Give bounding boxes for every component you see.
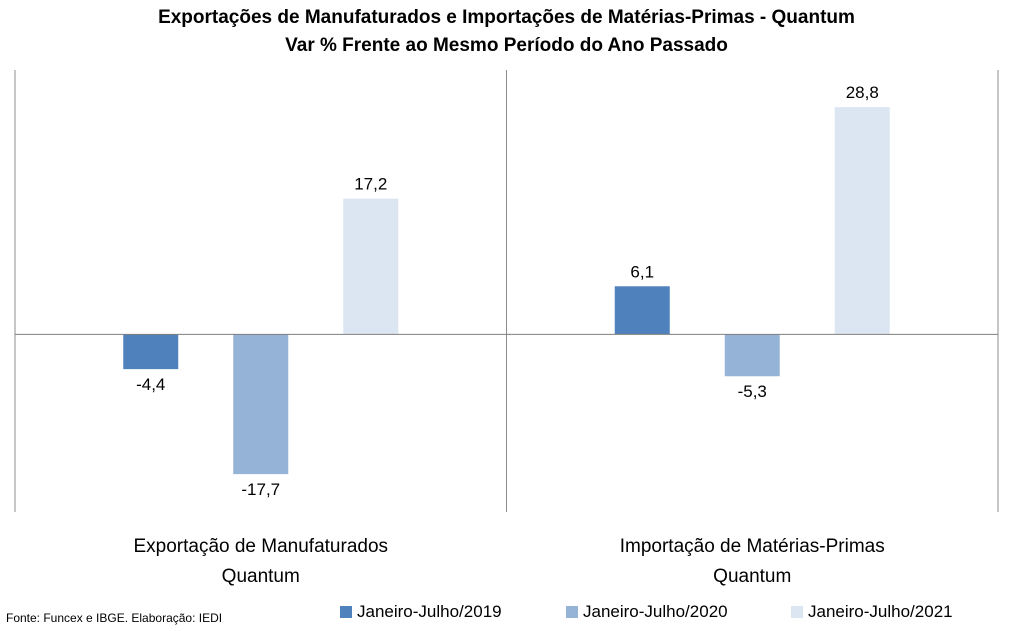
bar-3-1	[343, 198, 399, 335]
legend-swatch	[566, 606, 578, 618]
legend-item-2019: Janeiro-Julho/2019	[340, 601, 502, 623]
data-label: -4,4	[136, 375, 165, 394]
legend-label: Janeiro-Julho/2021	[808, 602, 953, 621]
bar-1-2	[614, 286, 670, 335]
data-label: 17,2	[354, 175, 387, 194]
bar-3-2	[834, 107, 890, 335]
bar-1-1	[123, 334, 179, 370]
legend-swatch	[340, 606, 352, 618]
category-label: Quantum	[222, 566, 300, 587]
legend-swatch	[791, 606, 803, 618]
data-label: -17,7	[241, 480, 280, 499]
category-label: Exportação de Manufaturados	[133, 536, 388, 557]
category-label: Quantum	[713, 566, 791, 587]
data-label: -5,3	[738, 382, 767, 401]
bar-2-1	[233, 334, 289, 475]
legend-item-2021: Janeiro-Julho/2021	[791, 601, 953, 623]
chart-subtitle: Var % Frente ao Mesmo Período do Ano Pas…	[285, 35, 728, 56]
chart-title: Exportações de Manufaturados e Importaçõ…	[158, 7, 855, 28]
legend-label: Janeiro-Julho/2020	[583, 602, 728, 621]
bar-chart: -4,4 6,1 -17,7 -5,3 17,2 28,8 Exportação de Ma…	[14, 70, 999, 587]
category-label: Importação de Matérias-Primas	[620, 536, 885, 557]
data-label: 6,1	[630, 262, 654, 281]
data-label: 28,8	[846, 83, 879, 102]
bar-2-2	[724, 334, 780, 377]
legend-label: Janeiro-Julho/2019	[357, 602, 502, 621]
legend-item-2020: Janeiro-Julho/2020	[566, 601, 728, 623]
source-note: Fonte: Funcex e IBGE. Elaboração: IEDI	[6, 611, 223, 625]
